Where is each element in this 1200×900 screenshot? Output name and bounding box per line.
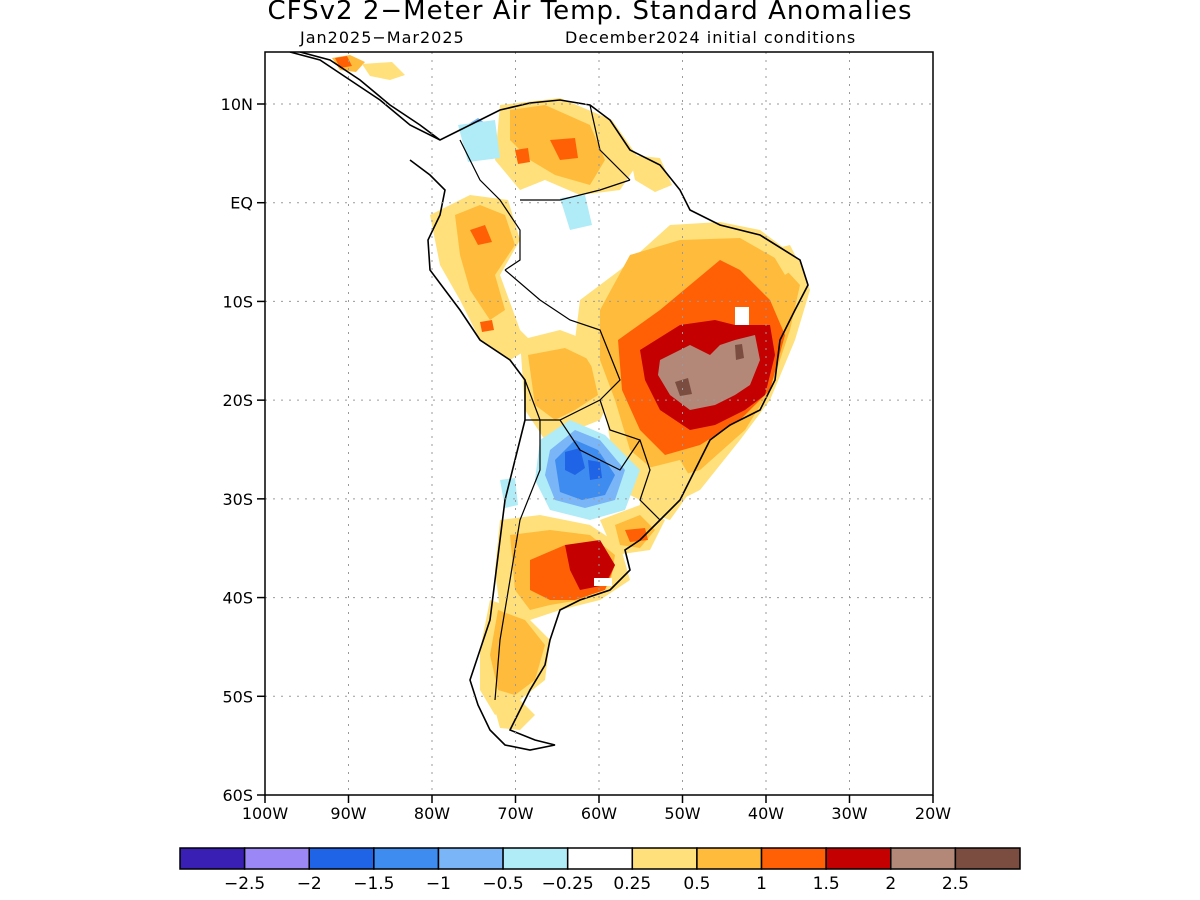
- latitude-label: 50S: [222, 687, 253, 706]
- longitude-label: 40W: [748, 804, 784, 823]
- anomaly-region: [362, 62, 405, 80]
- anomaly-shading: [332, 55, 810, 730]
- anomaly-region: [458, 120, 500, 162]
- colorbar-swatch: [243, 847, 310, 870]
- anomaly-region: [735, 307, 749, 325]
- colorbar-label: 0.5: [683, 874, 710, 894]
- longitude-label: 80W: [414, 804, 450, 823]
- anomaly-region: [565, 448, 585, 475]
- longitude-label: 50W: [664, 804, 700, 823]
- colorbar-swatch: [373, 847, 440, 870]
- central-america-outline: [299, 52, 441, 141]
- colorbar-swatch: [179, 847, 246, 870]
- anomaly-region: [565, 540, 615, 590]
- anomaly-region: [640, 460, 695, 520]
- latitude-label: 40S: [222, 589, 253, 608]
- colorbar-swatch: [437, 847, 504, 870]
- colorbar-label: −2.5: [224, 874, 265, 894]
- anomaly-region: [550, 138, 578, 160]
- map-title: CFSv2 2−Meter Air Temp. Standard Anomali…: [267, 0, 913, 26]
- anomaly-region: [770, 245, 800, 275]
- colorbar-swatch: [696, 847, 763, 870]
- colorbar-swatch: [566, 847, 634, 870]
- colorbar: −2.5 −2 −1.5 −1 −0.5 −0.25 0.25 0.5 1 1.5 2 2.5: [179, 847, 1021, 894]
- anomaly-region: [528, 348, 598, 420]
- colorbar-label: −0.25: [542, 874, 594, 894]
- anomaly-region: [560, 195, 592, 230]
- colorbar-label: 0.25: [613, 874, 651, 894]
- anomaly-region: [515, 148, 530, 164]
- latitude-label: 60S: [222, 786, 253, 805]
- longitude-label: 90W: [330, 804, 366, 823]
- anomaly-region: [470, 225, 492, 245]
- anomaly-region: [588, 460, 602, 480]
- latitude-label: 10N: [221, 95, 253, 114]
- latitude-label: EQ: [230, 194, 253, 213]
- colorbar-swatch: [954, 847, 1021, 870]
- anomaly-region: [495, 700, 535, 730]
- colorbar-swatch: [631, 847, 698, 870]
- latitude-label: 30S: [222, 490, 253, 509]
- colorbar-swatch: [825, 847, 892, 870]
- forecast-period: Jan2025−Mar2025: [300, 28, 465, 47]
- anomaly-region: [735, 344, 744, 360]
- latitude-label: 10S: [222, 292, 253, 311]
- longitude-label: 20W: [915, 804, 951, 823]
- country-borders: [459, 104, 661, 701]
- colorbar-label: −2: [297, 874, 322, 894]
- colorbar-swatch: [890, 847, 957, 870]
- colorbar-swatch: [308, 847, 375, 870]
- colorbar-label: −1: [426, 874, 451, 894]
- colorbar-label: 1.5: [813, 874, 840, 894]
- colorbar-label: 1: [756, 874, 767, 894]
- longitude-label: 100W: [242, 804, 289, 823]
- anomaly-region: [490, 610, 545, 695]
- colorbar-label: 2.5: [942, 874, 969, 894]
- anomaly-region: [455, 205, 515, 320]
- longitude-label: 60W: [581, 804, 617, 823]
- longitude-label: 70W: [497, 804, 533, 823]
- anomaly-region: [335, 56, 352, 68]
- latitude-label: 20S: [222, 391, 253, 410]
- initial-conditions: December2024 initial conditions: [565, 28, 857, 47]
- colorbar-label: −1.5: [353, 874, 394, 894]
- anomaly-region: [594, 578, 612, 586]
- colorbar-label: −0.5: [482, 874, 523, 894]
- colorbar-label: 2: [885, 874, 896, 894]
- colorbar-swatch: [760, 847, 827, 870]
- longitude-label: 30W: [831, 804, 867, 823]
- anomaly-region: [675, 378, 692, 396]
- colorbar-swatch: [502, 847, 569, 870]
- anomaly-region: [630, 155, 672, 192]
- anomaly-region: [480, 320, 494, 332]
